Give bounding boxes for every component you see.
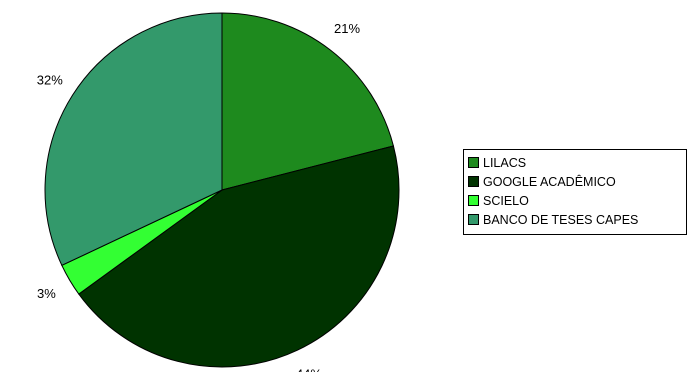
legend-swatch-lilacs [468,157,479,168]
pie-label-google-academico: 44% [296,367,322,372]
legend-swatch-scielo [468,195,479,206]
legend-item-google-academico: GOOGLE ACADÊMICO [468,172,682,191]
legend-label-lilacs: LILACS [483,155,527,170]
legend-item-lilacs: LILACS [468,153,682,172]
legend-label-banco-de-teses-capes: BANCO DE TESES CAPES [483,212,639,227]
legend-swatch-banco-de-teses-capes [468,214,479,225]
pie-slice-lilacs [221,12,395,191]
pie-slice-banco-de-teses-capes [44,12,223,267]
pie-slices [44,12,400,368]
legend-item-banco-de-teses-capes: BANCO DE TESES CAPES [468,210,682,229]
pie-label-banco-de-teses-capes: 32% [37,73,63,88]
pie-label-lilacs: 21% [334,21,360,36]
pie-value-labels: 21% 44% 3% 32% [37,21,361,372]
pie-slice-google-academico [78,145,400,368]
chart-legend: LILACS GOOGLE ACADÊMICO SCIELO BANCO DE … [463,149,687,235]
pie-label-scielo: 3% [37,286,56,301]
legend-label-google-academico: GOOGLE ACADÊMICO [483,174,616,189]
legend-item-scielo: SCIELO [468,191,682,210]
legend-label-scielo: SCIELO [483,193,529,208]
legend-swatch-google-academico [468,176,479,187]
